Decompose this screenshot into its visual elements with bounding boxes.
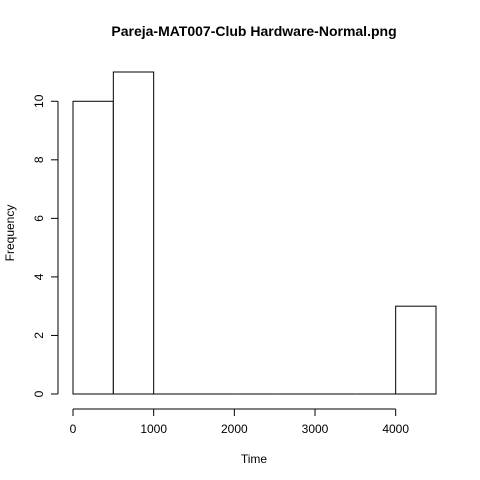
histogram-bar: [395, 305, 437, 395]
y-tick-label: 2: [32, 332, 46, 339]
x-tick-label: 3000: [302, 422, 329, 436]
y-tick-label: 6: [32, 215, 46, 222]
x-axis-label: Time: [241, 452, 268, 466]
y-tick-label: 0: [32, 390, 46, 397]
y-tick-label: 10: [32, 94, 46, 108]
y-axis: 0 2 4 6 8 10: [32, 94, 59, 397]
x-tick-label: 1000: [140, 422, 167, 436]
bars-group: [72, 71, 437, 395]
histogram-bar: [112, 71, 155, 395]
x-tick-label: 2000: [221, 422, 248, 436]
y-tick-label: 8: [32, 156, 46, 163]
x-tick-label: 4000: [382, 422, 409, 436]
y-axis-label: Frequency: [3, 205, 17, 262]
x-axis: 0 1000 2000 3000 4000: [70, 408, 409, 436]
y-tick-label: 4: [32, 273, 46, 280]
histogram-bar: [72, 100, 114, 395]
chart-title: Pareja-MAT007-Club Hardware-Normal.png: [111, 23, 396, 39]
x-tick-label: 0: [70, 422, 77, 436]
